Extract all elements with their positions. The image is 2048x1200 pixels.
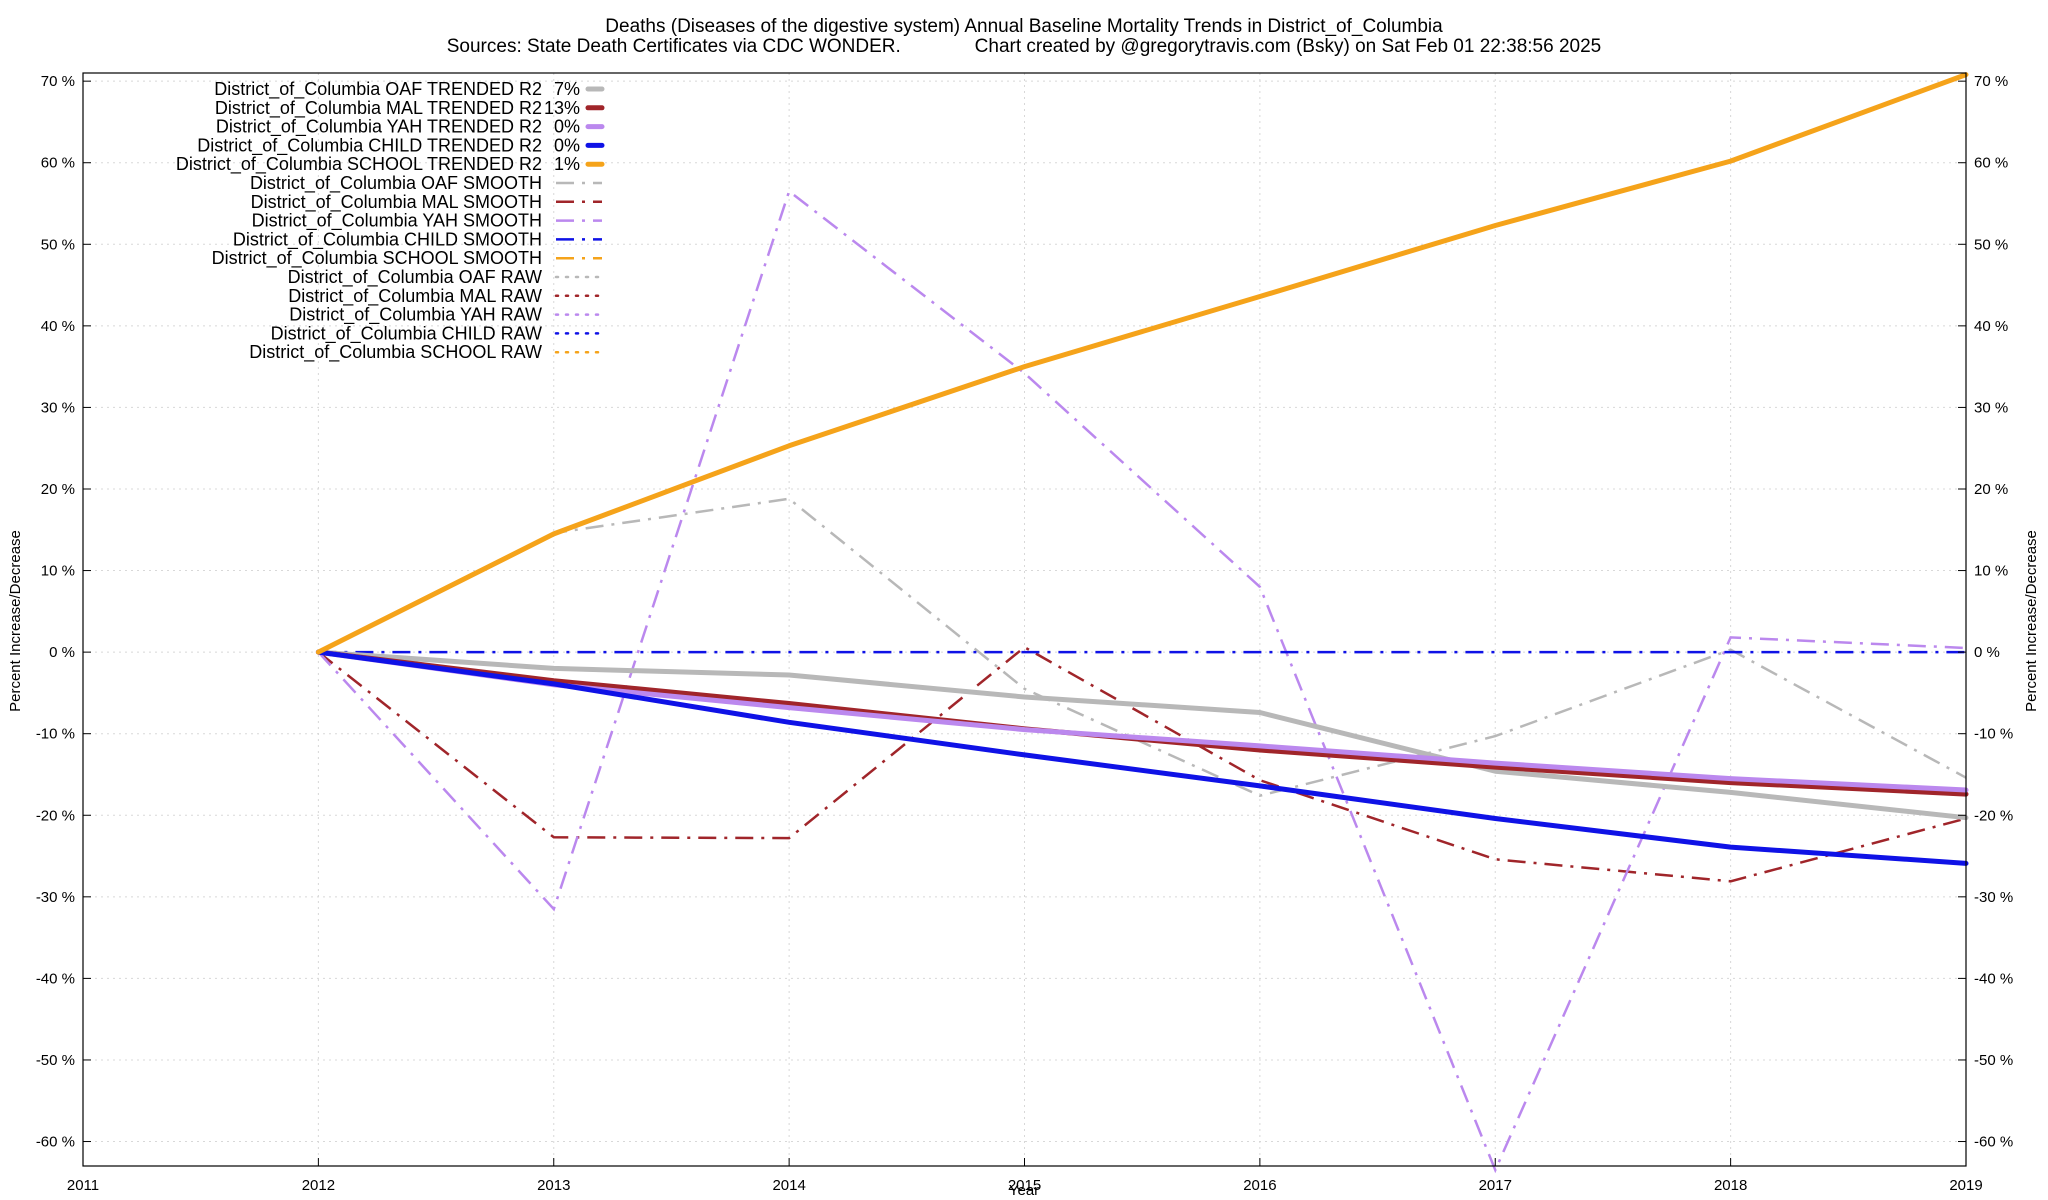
y2-tick-label: -40 % xyxy=(1974,970,2013,987)
y-tick-label: -30 % xyxy=(36,889,75,906)
y-tick-label: 20 % xyxy=(41,481,75,498)
x-tick-label: 2017 xyxy=(1479,1177,1512,1194)
legend-label-mal-raw: District_of_Columbia MAL RAW xyxy=(288,286,542,307)
y-tick-label: -40 % xyxy=(36,970,75,987)
series-line-child-trended-r2 xyxy=(315,649,1969,866)
y-tick-label: 40 % xyxy=(41,318,75,335)
legend-label-school-smooth: District_of_Columbia SCHOOL SMOOTH xyxy=(212,248,542,269)
y2-tick-label: 50 % xyxy=(1974,236,2008,253)
y2-tick-label: 40 % xyxy=(1974,318,2008,335)
y2-tick-label: -10 % xyxy=(1974,726,2013,743)
y2-tick-label: -60 % xyxy=(1974,1134,2013,1151)
y2-tick-label: 0 % xyxy=(1974,644,2000,661)
y2-tick-label: 30 % xyxy=(1974,399,2008,416)
series-line-yah-smooth xyxy=(317,189,1967,1174)
series-line-mal-smooth xyxy=(317,645,1967,883)
grid-layer xyxy=(83,73,1966,1166)
series-line-school-trended-r2 xyxy=(315,72,1969,655)
y-tick-label: -60 % xyxy=(36,1134,75,1151)
y-tick-label: 10 % xyxy=(41,563,75,580)
y-tick-label: -10 % xyxy=(36,726,75,743)
x-axis-label: Year xyxy=(1009,1182,1039,1199)
y2-tick-label: -50 % xyxy=(1974,1052,2013,1069)
legend-label-child-trended-r2: District_of_Columbia CHILD TRENDED R2 xyxy=(197,135,542,156)
legend-label-school-raw: District_of_Columbia SCHOOL RAW xyxy=(249,342,542,363)
x-tick-label: 2014 xyxy=(772,1177,805,1194)
y-axis-label: Percent Increase/Decrease xyxy=(7,530,24,712)
y-tick-label: -20 % xyxy=(36,807,75,824)
series-layer xyxy=(315,72,1969,1174)
x-tick-label: 2018 xyxy=(1714,1177,1747,1194)
tick-layer: 2011 2012 2013 2014 2015 2016 2017 2018 2019 70 %… xyxy=(36,73,2013,1194)
y2-tick-label: 20 % xyxy=(1974,481,2008,498)
legend-label-oaf-smooth: District_of_Columbia OAF SMOOTH xyxy=(250,173,542,194)
y-tick-label: 30 % xyxy=(41,399,75,416)
series-line-oaf-trended-r2 xyxy=(315,649,1969,821)
y-tick-label: -50 % xyxy=(36,1052,75,1069)
chart-subtitle: Sources: State Death Certificates via CD… xyxy=(447,36,1601,57)
legend-label-school-trended-r2: District_of_Columbia SCHOOL TRENDED R2 xyxy=(176,154,542,175)
chart-title: Deaths (Diseases of the digestive system… xyxy=(605,16,1443,37)
legend-r2-yah-trended-r2: 0% xyxy=(554,117,580,137)
legend-label-child-smooth: District_of_Columbia CHILD SMOOTH xyxy=(233,229,542,250)
y-tick-label: 50 % xyxy=(41,236,75,253)
legend-r2-oaf-trended-r2: 7% xyxy=(554,79,580,99)
series-line-oaf-smooth xyxy=(317,497,1967,798)
legend: District_of_Columbia OAF TRENDED R2 7% Dis… xyxy=(176,79,605,363)
legend-label-oaf-raw: District_of_Columbia OAF RAW xyxy=(288,267,542,288)
x-tick-label: 2015 xyxy=(1008,1177,1041,1194)
y2-tick-label: -20 % xyxy=(1974,807,2013,824)
y2-axis-label: Percent Increase/Decrease xyxy=(2023,530,2040,712)
x-tick-label: 2016 xyxy=(1243,1177,1276,1194)
x-tick-label: 2011 xyxy=(67,1177,99,1194)
y2-tick-label: 10 % xyxy=(1974,563,2008,580)
legend-r2-school-trended-r2: 1% xyxy=(554,154,580,174)
y-tick-label: 0 % xyxy=(49,644,75,661)
y2-tick-label: 60 % xyxy=(1974,155,2008,172)
x-tick-label: 2019 xyxy=(1949,1177,1982,1194)
y-tick-label: 60 % xyxy=(41,155,75,172)
y2-tick-label: 70 % xyxy=(1974,73,2008,90)
y2-tick-label: -30 % xyxy=(1974,889,2013,906)
legend-label-mal-smooth: District_of_Columbia MAL SMOOTH xyxy=(251,192,542,213)
legend-label-yah-smooth: District_of_Columbia YAH SMOOTH xyxy=(252,211,542,232)
legend-r2-mal-trended-r2: 13% xyxy=(544,98,580,118)
legend-r2-child-trended-r2: 0% xyxy=(554,135,580,155)
legend-label-yah-trended-r2: District_of_Columbia YAH TRENDED R2 xyxy=(216,117,542,138)
y-tick-label: 70 % xyxy=(41,73,75,90)
legend-label-oaf-trended-r2: District_of_Columbia OAF TRENDED R2 xyxy=(214,79,542,100)
legend-label-mal-trended-r2: District_of_Columbia MAL TRENDED R2 xyxy=(215,98,542,119)
legend-label-child-raw: District_of_Columbia CHILD RAW xyxy=(271,323,542,344)
x-tick-label: 2013 xyxy=(537,1177,570,1194)
legend-label-yah-raw: District_of_Columbia YAH RAW xyxy=(289,305,542,326)
x-tick-label: 2012 xyxy=(302,1177,335,1194)
